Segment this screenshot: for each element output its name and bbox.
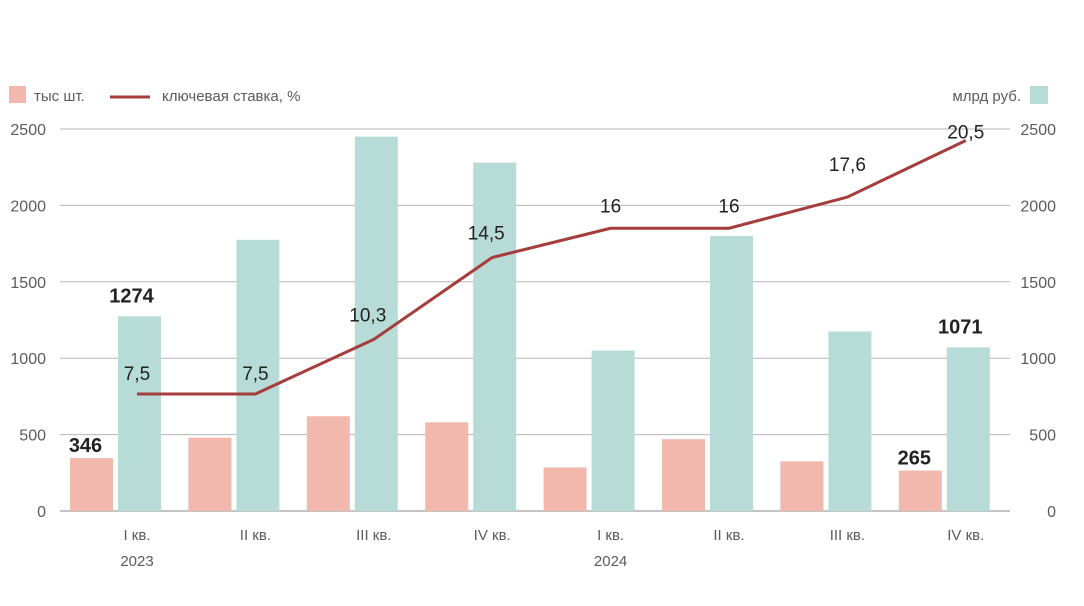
bar-units: [543, 467, 587, 511]
bar-rub: [354, 136, 398, 511]
bar-rub: [710, 235, 753, 511]
rate-label: 17,6: [829, 155, 866, 176]
year-label: 2024: [594, 553, 627, 570]
bar-units: [188, 437, 232, 511]
y-tick-right: 2500: [1020, 122, 1056, 139]
y-tick-right: 1000: [1020, 351, 1056, 368]
rate-label: 7,5: [124, 364, 150, 385]
y-tick-left: 1000: [10, 351, 46, 368]
x-tick-label: I кв.: [597, 527, 624, 544]
x-tick-label: III кв.: [356, 527, 391, 544]
x-tick-label: III кв.: [830, 527, 865, 544]
y-tick-right: 2000: [1020, 198, 1056, 215]
rate-line-group: [137, 139, 967, 396]
rate-label: 16: [718, 196, 739, 217]
x-tick-label: IV кв.: [947, 527, 984, 544]
bar-units: [306, 416, 350, 511]
y-tick-left: 2000: [10, 198, 46, 215]
y-tick-left: 2500: [10, 122, 46, 139]
y-tick-right: 0: [1047, 504, 1056, 521]
bar-units: [425, 422, 469, 511]
legend: тыс шт. ключевая ставка, % млрд руб.: [9, 86, 1048, 105]
x-tick-label: II кв.: [240, 527, 271, 544]
data-label: 1274: [109, 285, 154, 307]
bar-units: [662, 439, 705, 511]
x-tick-label: IV кв.: [474, 527, 511, 544]
rate-label: 16: [600, 196, 621, 217]
rate-label: 20,5: [947, 123, 984, 144]
bar-rub: [473, 162, 517, 511]
bar-rub: [118, 316, 161, 511]
data-label: 346: [69, 435, 102, 457]
bar-rub: [828, 331, 872, 511]
y-tick-left: 0: [37, 504, 46, 521]
data-label: 1071: [938, 316, 983, 338]
y-tick-left: 1500: [10, 275, 46, 292]
bar-units: [70, 458, 113, 511]
x-tick-label: I кв.: [123, 527, 150, 544]
legend-label-units: тыс шт.: [34, 88, 85, 105]
legend-swatch-units: [9, 86, 26, 103]
rate-label: 10,3: [349, 305, 386, 326]
rate-label: 7,5: [242, 364, 268, 385]
bar-rub: [591, 350, 635, 511]
bar-rub: [946, 347, 990, 511]
x-tick-label: II кв.: [713, 527, 744, 544]
legend-swatch-rub: [1030, 86, 1048, 104]
legend-label-rate: ключевая ставка, %: [162, 88, 300, 105]
labels: 7,5 7,5 10,3 14,5 16 16 17,6 20,5 346 265 1274 1071: [69, 123, 984, 470]
bars: [70, 136, 990, 511]
bar-units: [780, 461, 824, 511]
rate-label: 14,5: [468, 224, 505, 245]
rate-line: [137, 139, 967, 396]
y-tick-right: 500: [1029, 428, 1056, 445]
year-label: 2023: [120, 553, 153, 570]
axis-ticks: 0 0 500 500 1000 1000 1500 1500 2000 2000 2500 2500…: [10, 122, 1056, 570]
bar-rub: [236, 239, 280, 511]
bar-units: [898, 470, 942, 511]
legend-label-rub: млрд руб.: [952, 88, 1021, 105]
y-tick-left: 500: [19, 428, 46, 445]
y-tick-right: 1500: [1020, 275, 1056, 292]
data-label: 265: [898, 448, 931, 470]
